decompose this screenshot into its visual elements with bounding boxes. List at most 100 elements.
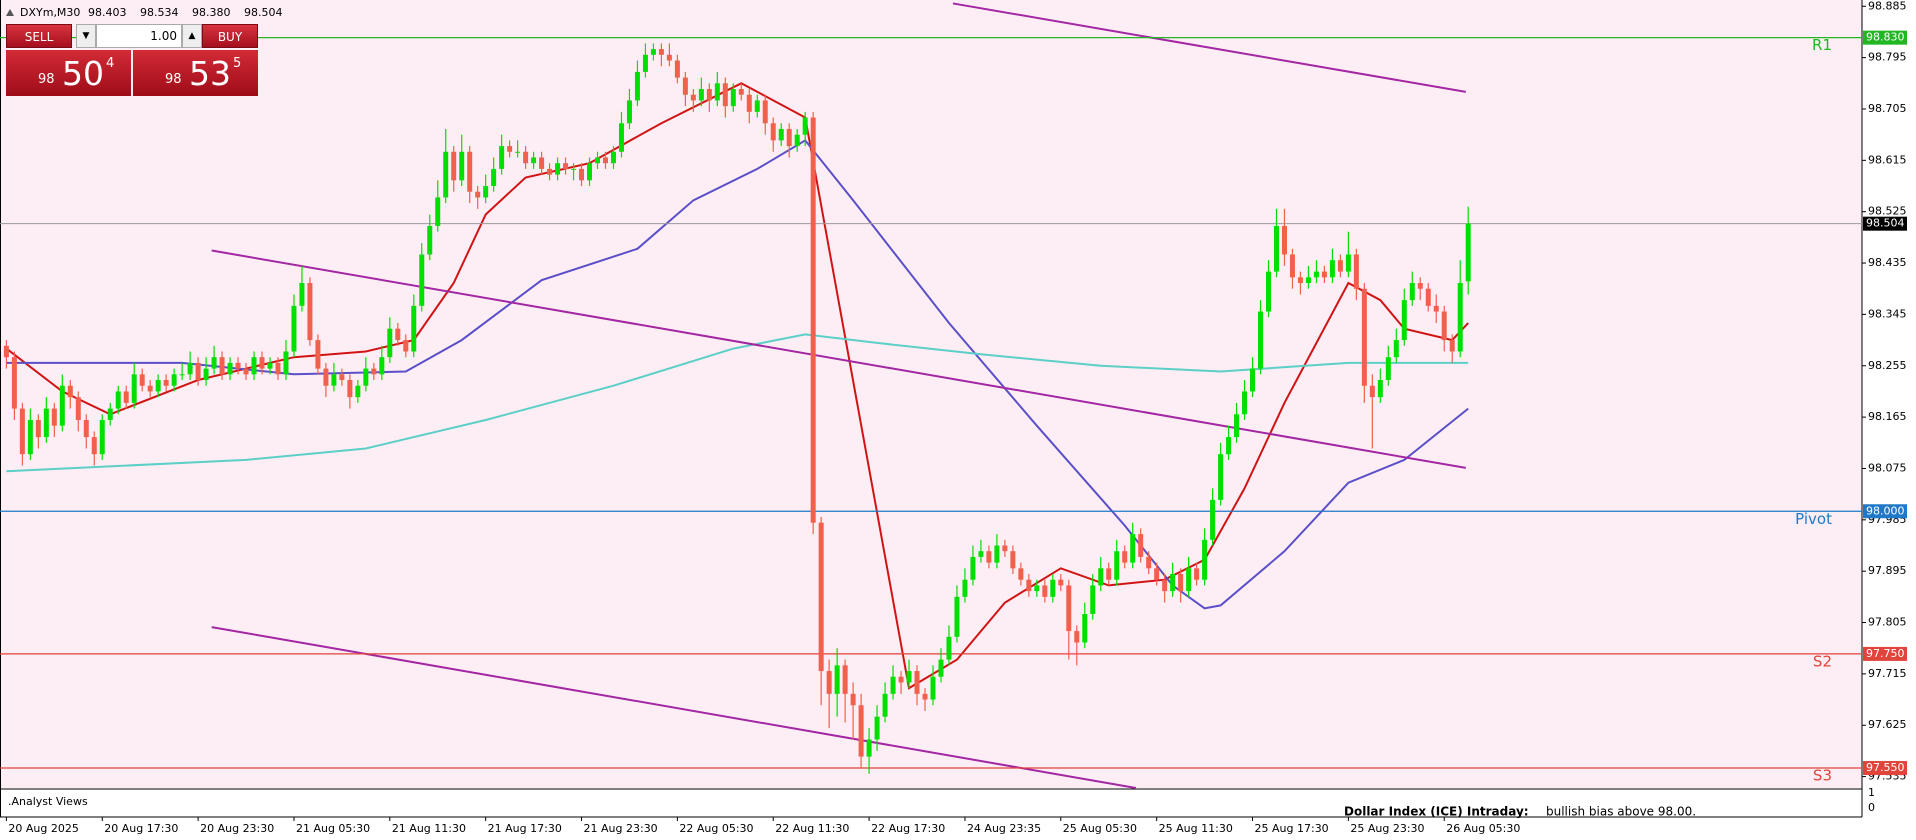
y-tick-label: 97.715 [1868, 667, 1907, 680]
candle-body [762, 100, 768, 124]
candle-body [203, 368, 209, 381]
buy-button[interactable]: BUY [202, 24, 258, 48]
candle-body [323, 368, 329, 386]
candle-body [19, 408, 25, 455]
candle-body [1417, 283, 1423, 289]
candle-body [1250, 368, 1256, 392]
candle-body [1377, 380, 1383, 398]
candle-body [722, 83, 728, 107]
candle-body [475, 191, 481, 198]
candle-body [946, 636, 952, 660]
candle-body [642, 54, 648, 72]
bid-pip: 4 [106, 56, 115, 71]
candle-body [1194, 568, 1200, 580]
candle-body [1186, 568, 1192, 592]
y-tick-label: 97.625 [1868, 718, 1907, 731]
candle-body [1226, 437, 1232, 455]
candle-body [435, 197, 441, 226]
candle-body [770, 123, 776, 141]
sell-button[interactable]: SELL [6, 24, 72, 48]
candle-body [587, 163, 593, 181]
candle-body [443, 151, 449, 198]
candle-body [171, 374, 177, 386]
candle-body [563, 163, 569, 169]
candle-body [1146, 556, 1152, 569]
candle-body [746, 94, 752, 112]
y-tick-label: 98.705 [1868, 102, 1907, 115]
level-badge-label: 98.000 [1866, 504, 1905, 517]
candle-body [1361, 288, 1367, 386]
candle-body [714, 83, 720, 101]
candle-body [634, 71, 640, 101]
candle-body [1114, 551, 1120, 580]
candle-body [547, 168, 553, 175]
candle-body [3, 345, 9, 358]
candle-body [131, 374, 137, 403]
moving-average [6, 139, 1469, 610]
candle-body [1098, 568, 1104, 586]
candle-body [1106, 568, 1112, 580]
header-open: 98.403 [88, 6, 127, 19]
candle-body [539, 157, 545, 169]
candle-body [834, 665, 840, 694]
candle-body [51, 408, 57, 426]
lot-down[interactable]: ▼ [76, 24, 96, 48]
candle-body [1258, 311, 1264, 369]
lot-up[interactable]: ▲ [182, 24, 202, 48]
y-tick-label: 98.435 [1868, 256, 1907, 269]
y-tick-label: 98.255 [1868, 359, 1907, 372]
candle-body [978, 551, 984, 557]
level-badge [1863, 761, 1907, 776]
ask-quote[interactable]: 98 53 5 [133, 50, 258, 96]
candle-body [403, 340, 409, 352]
symbol-icon [6, 9, 14, 16]
bid-big: 98 [38, 72, 55, 87]
candle-body [187, 362, 193, 375]
y-tick-label: 97.895 [1868, 564, 1907, 577]
candle-body [1234, 414, 1240, 438]
candle-body [531, 157, 537, 164]
candle-body [1082, 613, 1088, 643]
candle-body [1425, 288, 1431, 306]
candle-body [1281, 225, 1287, 255]
candle-body [690, 94, 696, 101]
candle-body [579, 168, 585, 181]
candle-body [1337, 260, 1343, 272]
candle-body [882, 693, 888, 717]
candle-body [219, 357, 225, 375]
candle-body [227, 362, 233, 375]
y-tick-label: 98.615 [1868, 153, 1907, 166]
candle-body [682, 77, 688, 95]
x-tick-label: 20 Aug 17:30 [104, 822, 178, 835]
candle-body [1401, 300, 1407, 341]
candle-body [91, 437, 97, 455]
y-tick-label: 98.885 [1868, 0, 1907, 12]
moving-average [6, 333, 1469, 473]
trend-line [952, 2, 1466, 93]
candle-body [1050, 579, 1056, 597]
candle-body [874, 716, 880, 740]
candle-body [866, 739, 872, 757]
x-tick-label: 25 Aug 17:30 [1255, 822, 1329, 835]
candle-body [371, 368, 377, 375]
candle-body [1170, 574, 1176, 592]
level-badge-label: 97.550 [1866, 761, 1905, 774]
candle-body [339, 374, 345, 381]
candle-body [778, 128, 784, 141]
candle-body [235, 362, 241, 369]
candle-body [515, 151, 521, 153]
bid-quote[interactable]: 98 50 4 [6, 50, 131, 96]
candle-body [11, 357, 17, 409]
lot-input[interactable]: 1.00 [96, 24, 182, 48]
candle-body [35, 419, 41, 438]
candle-body [379, 357, 385, 375]
candle-body [595, 157, 601, 164]
candle-body [1178, 574, 1184, 592]
candle-body [459, 151, 465, 181]
candle-body [954, 596, 960, 637]
candle-body [858, 705, 864, 757]
indicator-headline: Dollar Index (ICE) Intraday: [1344, 805, 1529, 819]
x-tick-label: 25 Aug 05:30 [1063, 822, 1137, 835]
candle-body [826, 671, 832, 694]
